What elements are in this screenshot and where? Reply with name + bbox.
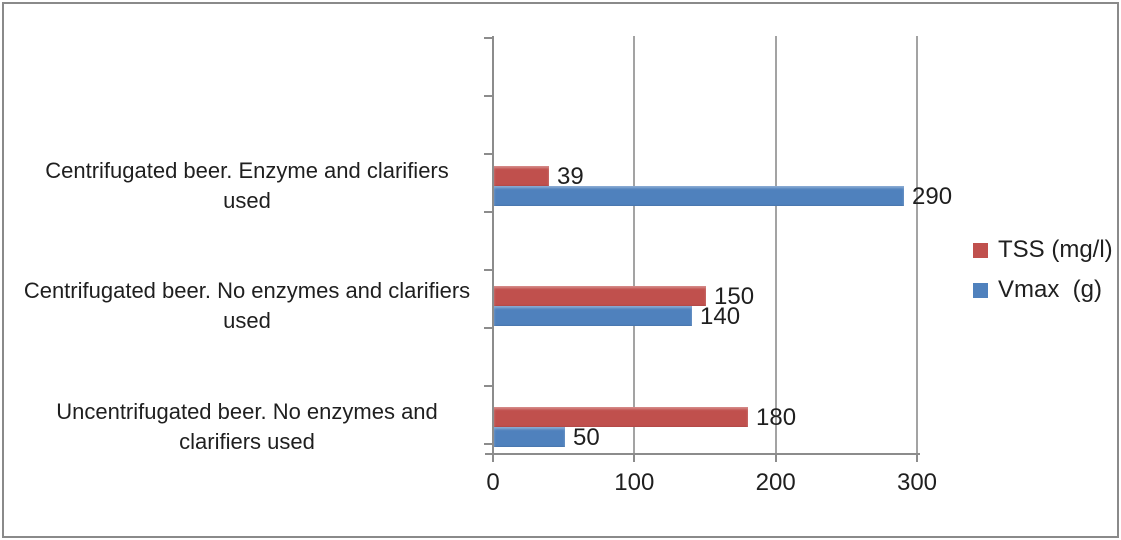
category-label: Centrifugated beer. Enzyme and clarifier… xyxy=(8,155,486,217)
y-axis-tick xyxy=(484,269,492,271)
data-label: 140 xyxy=(700,303,741,330)
bar-tss xyxy=(494,407,748,427)
legend-item-tss: TSS (mg/l) xyxy=(973,236,1113,264)
bar-tss xyxy=(494,286,706,306)
bar-vmax xyxy=(494,427,565,447)
legend-label-vmax: Vmax (g) xyxy=(998,276,1103,303)
bar-tss xyxy=(494,166,549,186)
y-axis-tick xyxy=(484,211,492,213)
category-label-line: Uncentrifugated beer. No enzymes and xyxy=(56,399,438,424)
x-axis-line xyxy=(485,453,920,455)
major-gridline xyxy=(916,36,918,454)
category-label-line: Centrifugated beer. Enzyme and clarifier… xyxy=(45,158,449,183)
x-axis-tick xyxy=(492,454,494,462)
legend-swatch-vmax xyxy=(973,282,988,298)
data-label: 290 xyxy=(912,183,953,210)
category-label-line: Centrifugated beer. No enzymes and clari… xyxy=(23,278,471,303)
legend-item-vmax: Vmax (g) xyxy=(973,276,1102,304)
data-label: 50 xyxy=(573,424,600,451)
data-label: 39 xyxy=(557,163,584,190)
category-label: Uncentrifugated beer. No enzymes and clar… xyxy=(8,396,486,458)
bar-vmax xyxy=(494,186,904,206)
category-label-line: used xyxy=(223,308,271,333)
category-label: Centrifugated beer. No enzymes and clari… xyxy=(8,275,486,337)
y-axis-tick xyxy=(484,327,492,329)
x-tick-label: 200 xyxy=(755,469,796,496)
x-axis-tick xyxy=(774,454,777,462)
y-axis-tick xyxy=(484,153,492,155)
y-axis-tick xyxy=(484,37,492,39)
x-tick-label: 0 xyxy=(486,469,500,496)
x-axis-tick xyxy=(916,454,918,462)
legend-swatch-tss xyxy=(973,242,988,258)
y-axis-tick xyxy=(484,443,492,445)
major-gridline xyxy=(774,36,777,454)
data-label: 150 xyxy=(714,283,755,310)
major-gridline xyxy=(633,36,636,454)
legend-label-tss: TSS (mg/l) xyxy=(998,236,1113,263)
y-axis-tick xyxy=(484,95,492,97)
x-tick-label: 300 xyxy=(896,469,938,496)
data-label: 180 xyxy=(756,404,797,431)
bar-vmax xyxy=(494,306,692,326)
category-label-line: clarifiers used xyxy=(179,429,315,454)
y-axis-line xyxy=(492,36,494,455)
y-axis-tick xyxy=(484,385,492,387)
category-label-line: used xyxy=(223,188,271,213)
x-axis-tick xyxy=(633,454,636,462)
x-tick-label: 100 xyxy=(614,469,655,496)
